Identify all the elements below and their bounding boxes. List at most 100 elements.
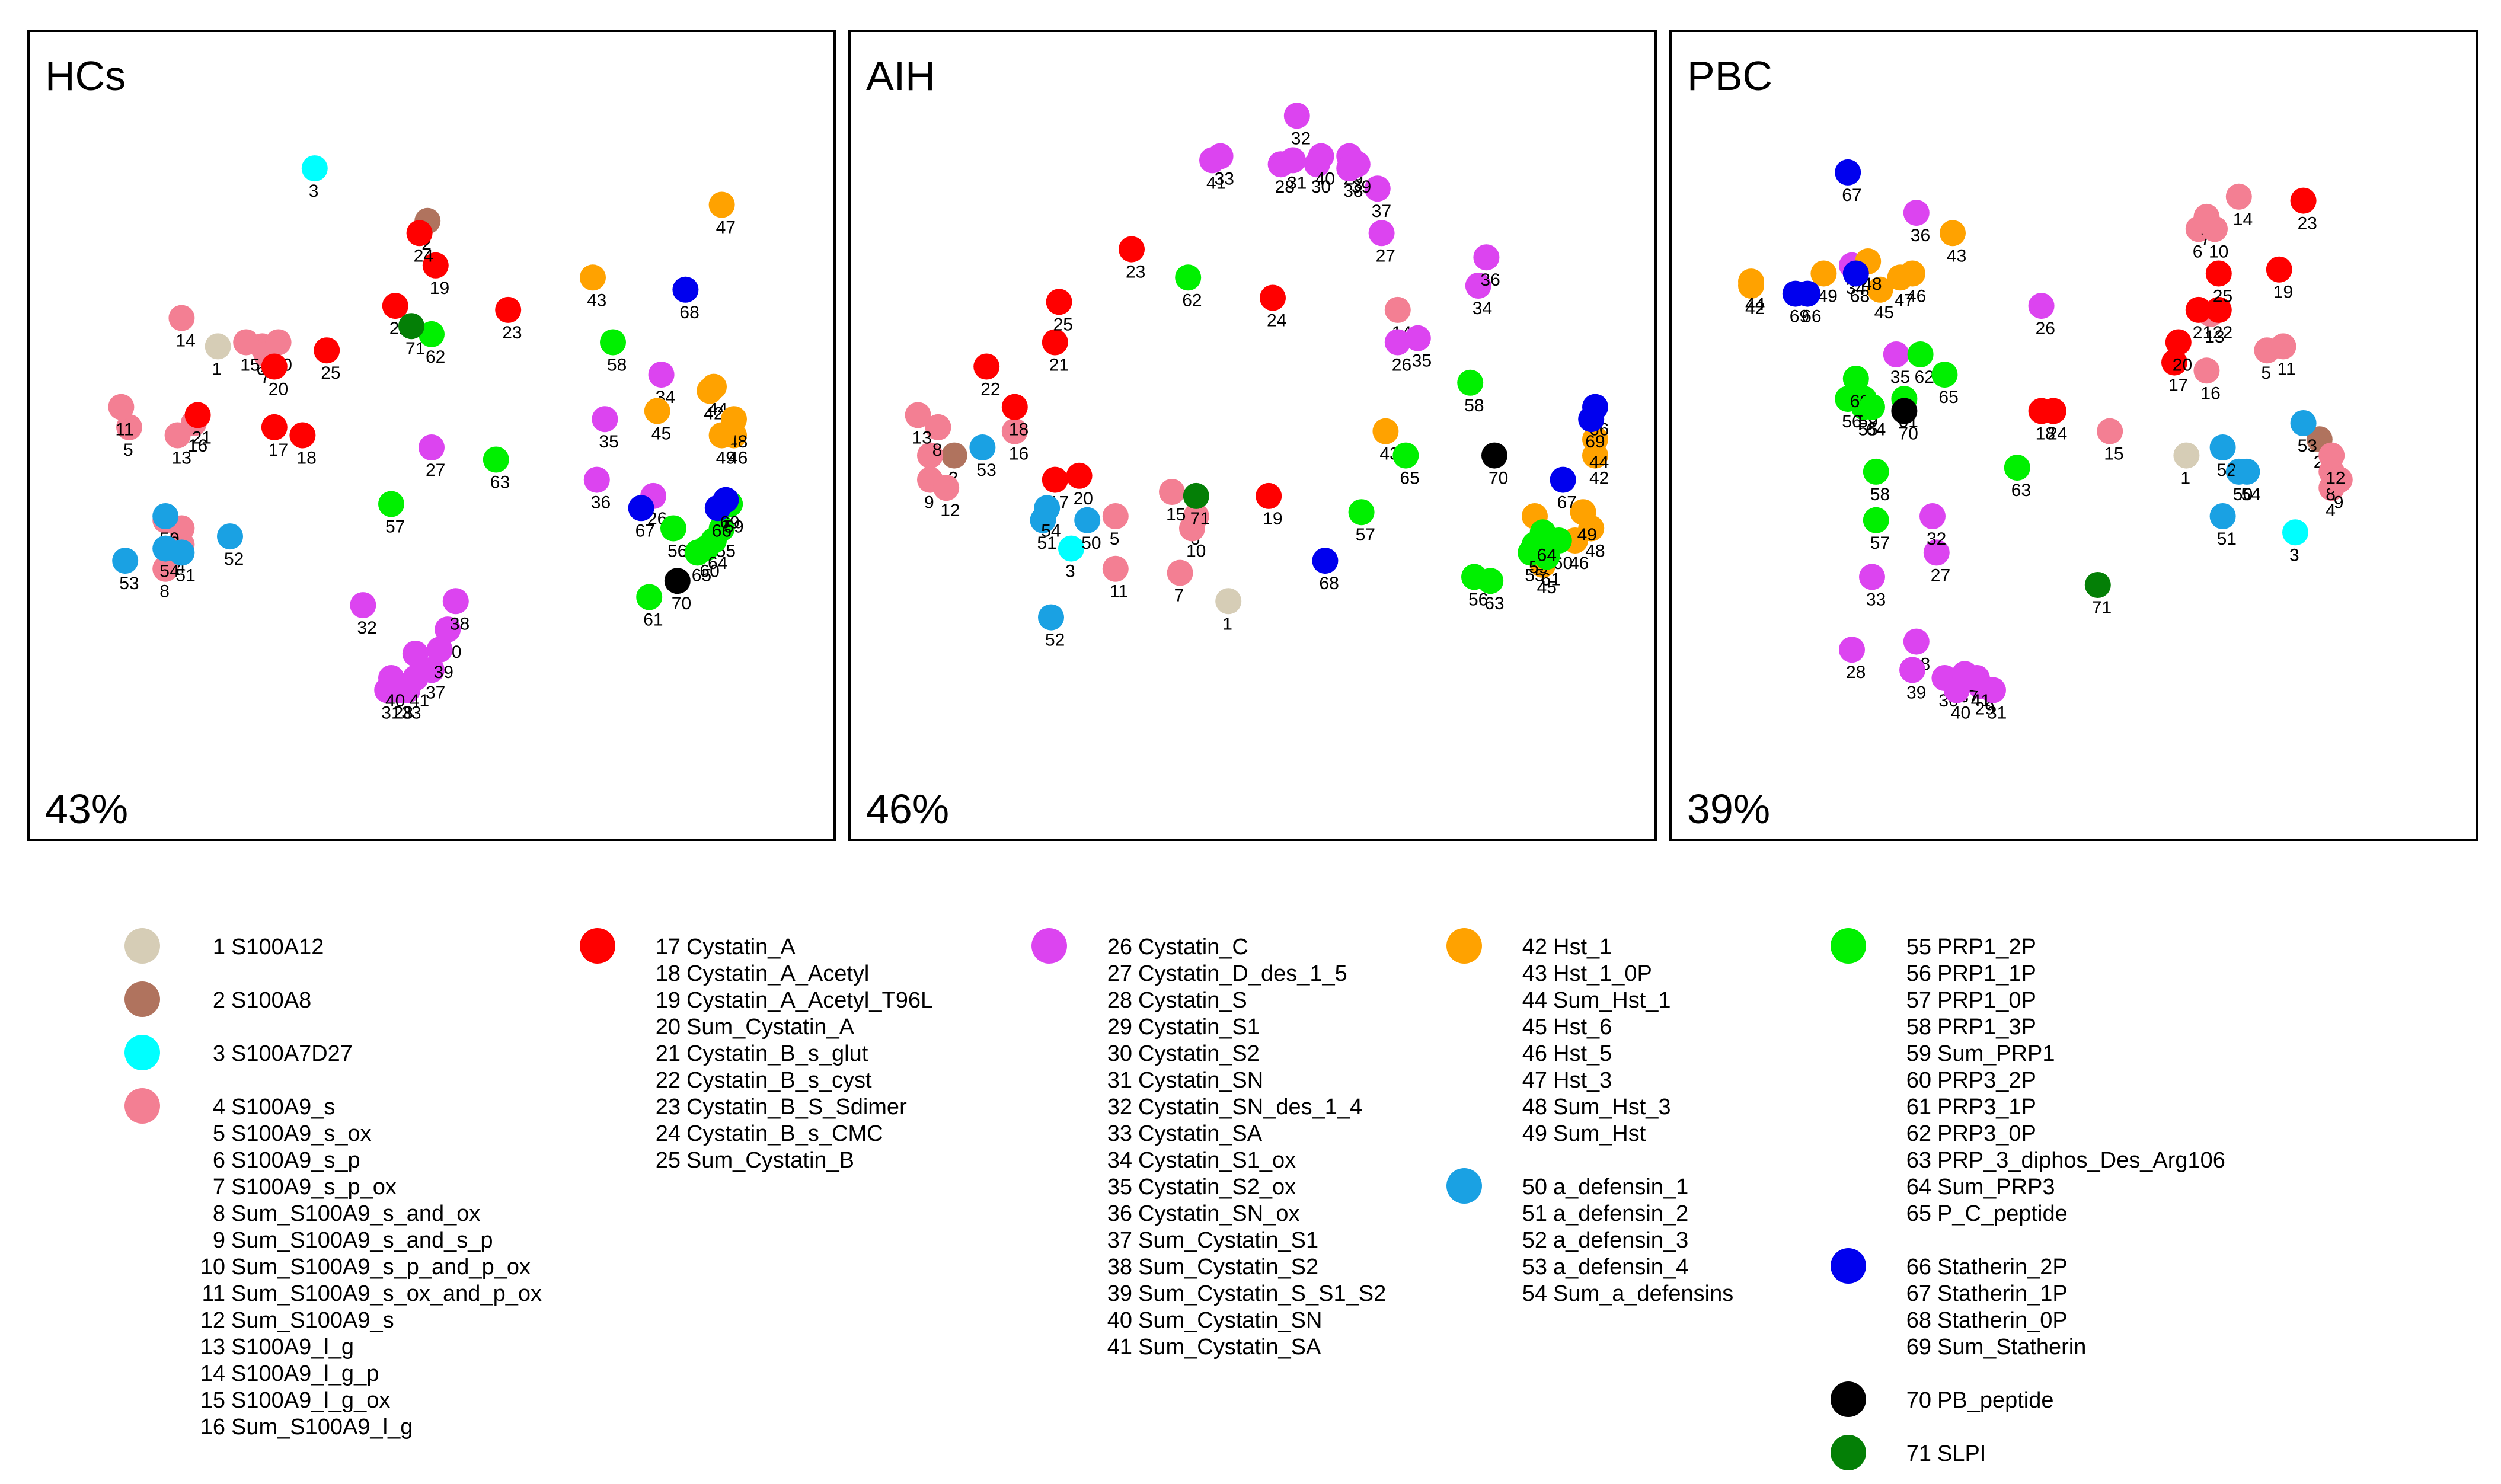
point-label-45: 45 — [651, 424, 671, 444]
point-40 — [1308, 143, 1334, 169]
point-52 — [217, 523, 243, 550]
point-20 — [261, 353, 288, 380]
point-label-54: 54 — [159, 562, 179, 581]
point-32 — [350, 592, 376, 619]
legend-number-21: 21 — [656, 1041, 681, 1066]
legend-item-28: Cystatin_S — [1138, 988, 1247, 1013]
legend-item-47: Hst_3 — [1553, 1068, 1612, 1093]
legend: S100A121S100A82S100A7D273S100A9_s4S100A9… — [124, 928, 2225, 1470]
point-label-31: 31 — [1987, 703, 2007, 723]
point-label-57: 57 — [1870, 533, 1890, 553]
point-14 — [168, 305, 195, 331]
point-31 — [1280, 147, 1306, 174]
point-49 — [1810, 260, 1837, 287]
point-20 — [2165, 329, 2192, 356]
point-label-69: 69 — [1585, 432, 1605, 452]
point-label-15: 15 — [1166, 505, 1186, 524]
point-label-23: 23 — [1126, 263, 1145, 282]
point-label-71: 71 — [1190, 509, 1210, 529]
point-label-65: 65 — [1938, 388, 1958, 407]
point-label-63: 63 — [490, 473, 510, 492]
point-33 — [1859, 564, 1885, 590]
legend-item-11: Sum_S100A9_s_ox_and_p_ox — [231, 1281, 542, 1306]
point-45 — [1867, 276, 1893, 303]
point-label-64: 64 — [708, 554, 727, 573]
point-label-21: 21 — [2193, 323, 2212, 343]
point-label-53: 53 — [2298, 436, 2317, 456]
point-14 — [2225, 183, 2252, 210]
point-37 — [1364, 175, 1391, 202]
point-label-18: 18 — [296, 449, 316, 468]
point-44 — [1582, 426, 1608, 453]
legend-item-17: Cystatin_A — [686, 935, 796, 960]
point-label-28: 28 — [1846, 663, 1866, 682]
point-34 — [1465, 273, 1491, 299]
point-36 — [1473, 244, 1500, 271]
point-label-58: 58 — [1870, 485, 1890, 504]
legend-number-29: 29 — [1107, 1015, 1132, 1040]
point-67 — [628, 495, 654, 522]
point-53 — [2290, 410, 2317, 436]
point-label-16: 16 — [188, 436, 207, 456]
legend-item-12: Sum_S100A9_s — [231, 1308, 394, 1333]
legend-number-50: 50 — [1522, 1175, 1547, 1200]
point-71 — [1183, 482, 1209, 509]
point-26 — [2028, 293, 2055, 319]
legend-item-36: Cystatin_SN_ox — [1138, 1201, 1299, 1226]
legend-item-66: Statherin_2P — [1937, 1255, 2068, 1280]
point-label-25: 25 — [1053, 315, 1073, 334]
legend-number-12: 12 — [200, 1308, 225, 1333]
point-7 — [1167, 559, 1193, 586]
point-8 — [925, 414, 951, 440]
point-label-23: 23 — [2298, 214, 2317, 234]
legend-number-65: 65 — [1906, 1201, 1931, 1226]
point-27 — [419, 434, 445, 460]
point-32 — [1919, 503, 1946, 529]
legend-item-39: Sum_Cystatin_S_S1_S2 — [1138, 1281, 1386, 1306]
legend-item-64: Sum_PRP3 — [1937, 1175, 2055, 1200]
point-11 — [2270, 333, 2296, 360]
point-35 — [1404, 325, 1431, 351]
point-label-4: 4 — [2326, 501, 2336, 520]
point-62 — [419, 321, 445, 347]
point-54 — [152, 535, 179, 562]
point-label-66: 66 — [712, 521, 732, 540]
panel-percent: 39% — [1687, 786, 1770, 832]
legend-number-38: 38 — [1107, 1255, 1132, 1280]
point-12 — [933, 475, 960, 501]
legend-item-14: S100A9_l_g_p — [231, 1361, 379, 1386]
legend-number-5: 5 — [213, 1121, 225, 1146]
point-67 — [1550, 466, 1576, 493]
point-label-51: 51 — [175, 565, 195, 585]
legend-marker-g3 — [124, 1035, 160, 1070]
point-28 — [1839, 637, 1865, 663]
point-63 — [483, 446, 509, 473]
point-label-42: 42 — [704, 404, 723, 423]
point-label-32: 32 — [1291, 129, 1311, 148]
point-19 — [2266, 256, 2292, 283]
legend-item-10: Sum_S100A9_s_p_and_p_ox — [231, 1255, 531, 1280]
point-12 — [2318, 442, 2345, 469]
point-3 — [2282, 519, 2308, 546]
legend-item-44: Sum_Hst_1 — [1553, 988, 1671, 1013]
point-11 — [1102, 555, 1129, 582]
point-61 — [1534, 543, 1560, 570]
point-label-16: 16 — [1009, 444, 1028, 464]
legend-number-2: 2 — [213, 988, 225, 1013]
point-label-41: 41 — [410, 691, 429, 711]
point-label-34: 34 — [1473, 299, 1492, 318]
legend-number-18: 18 — [656, 961, 681, 986]
point-40 — [378, 665, 404, 691]
legend-item-37: Sum_Cystatin_S1 — [1138, 1228, 1318, 1253]
point-71 — [398, 313, 424, 340]
point-label-10: 10 — [2209, 242, 2228, 261]
legend-item-42: Hst_1 — [1553, 935, 1612, 960]
point-label-47: 47 — [716, 218, 736, 238]
legend-item-43: Hst_1_0P — [1553, 961, 1652, 986]
point-4 — [917, 442, 943, 469]
legend-item-53: a_defensin_4 — [1553, 1255, 1688, 1280]
point-label-28: 28 — [394, 703, 413, 723]
point-62 — [1907, 341, 1934, 367]
legend-item-59: Sum_PRP1 — [1937, 1041, 2055, 1066]
legend-number-10: 10 — [200, 1255, 225, 1280]
